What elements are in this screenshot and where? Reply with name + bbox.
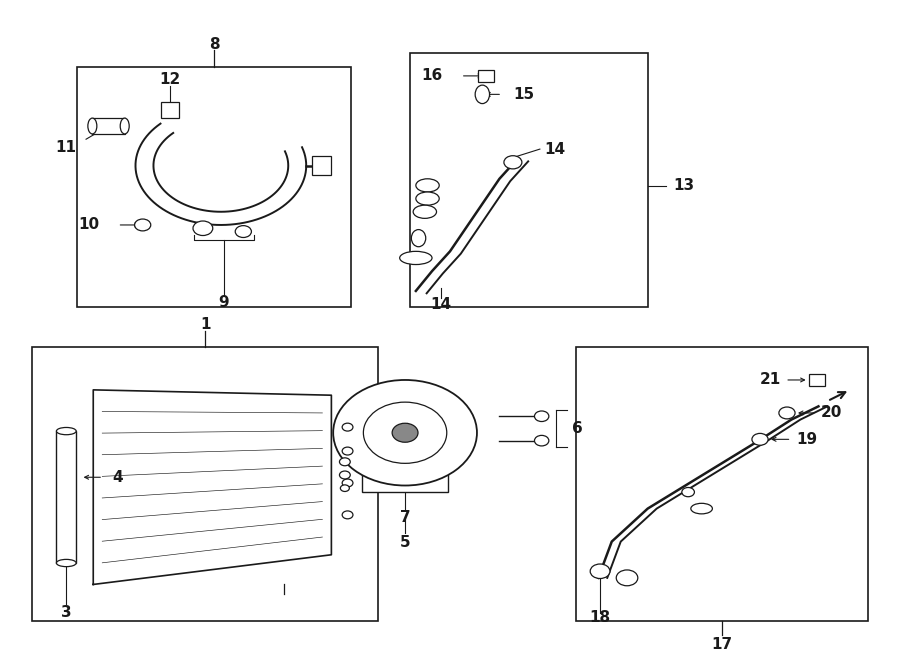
Circle shape — [752, 434, 768, 446]
Circle shape — [682, 487, 695, 496]
Ellipse shape — [88, 118, 97, 134]
Text: 4: 4 — [112, 470, 122, 485]
Text: 6: 6 — [572, 421, 583, 436]
Text: 2: 2 — [352, 422, 363, 438]
Ellipse shape — [411, 229, 426, 247]
Bar — [311, 157, 331, 175]
Text: 19: 19 — [796, 432, 817, 447]
Text: 14: 14 — [544, 141, 565, 157]
Bar — [93, 118, 125, 134]
Text: 10: 10 — [78, 217, 100, 233]
Circle shape — [535, 436, 549, 446]
Text: 13: 13 — [673, 178, 694, 193]
Ellipse shape — [400, 251, 432, 264]
Circle shape — [342, 511, 353, 519]
Circle shape — [193, 221, 212, 235]
Text: 17: 17 — [711, 637, 733, 652]
Ellipse shape — [475, 85, 490, 104]
Bar — [32, 347, 378, 621]
Bar — [362, 456, 448, 492]
Text: 12: 12 — [159, 72, 180, 87]
Text: 1: 1 — [200, 317, 211, 332]
Circle shape — [590, 564, 610, 578]
Ellipse shape — [416, 192, 439, 205]
Text: 7: 7 — [400, 510, 410, 525]
Ellipse shape — [413, 205, 436, 218]
Ellipse shape — [57, 428, 76, 435]
Ellipse shape — [57, 559, 76, 566]
Circle shape — [340, 485, 349, 492]
Circle shape — [135, 219, 151, 231]
Text: 3: 3 — [61, 605, 72, 620]
Bar — [77, 67, 351, 307]
Text: 5: 5 — [400, 535, 410, 550]
Ellipse shape — [121, 118, 130, 134]
Bar — [808, 374, 824, 386]
Bar — [576, 347, 868, 621]
Circle shape — [392, 423, 418, 442]
Circle shape — [333, 380, 477, 486]
Bar — [410, 54, 648, 307]
Text: 14: 14 — [430, 297, 452, 311]
Text: 11: 11 — [55, 139, 76, 155]
Circle shape — [364, 402, 446, 463]
Circle shape — [504, 156, 522, 169]
Text: 20: 20 — [821, 405, 842, 420]
Circle shape — [235, 225, 251, 237]
Circle shape — [342, 447, 353, 455]
Text: 16: 16 — [421, 68, 443, 83]
Circle shape — [342, 423, 353, 431]
Text: 21: 21 — [760, 372, 780, 387]
Ellipse shape — [416, 178, 439, 192]
Circle shape — [535, 411, 549, 422]
Text: 15: 15 — [514, 87, 535, 102]
Ellipse shape — [691, 503, 713, 514]
Circle shape — [778, 407, 795, 419]
Text: 9: 9 — [218, 295, 229, 310]
Text: 8: 8 — [209, 37, 220, 52]
Bar — [57, 431, 76, 563]
Circle shape — [616, 570, 638, 586]
Circle shape — [339, 458, 350, 466]
Bar — [478, 70, 494, 82]
Circle shape — [342, 479, 353, 487]
Circle shape — [339, 471, 350, 479]
Bar — [160, 102, 178, 118]
Text: 18: 18 — [590, 610, 610, 625]
